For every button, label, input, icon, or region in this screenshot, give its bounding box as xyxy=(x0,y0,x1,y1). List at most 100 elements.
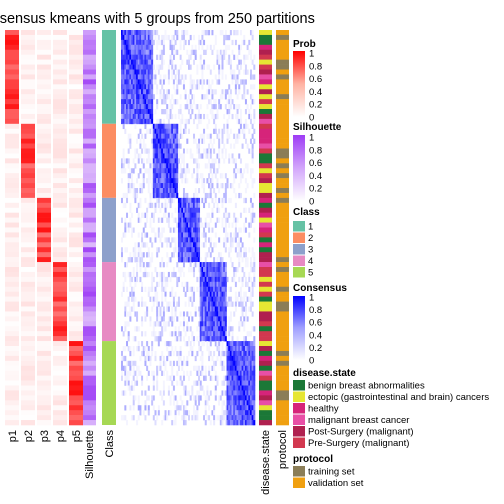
consensus-cell xyxy=(129,109,132,115)
consensus-cell xyxy=(127,163,130,169)
consensus-cell xyxy=(201,326,204,332)
consensus-cell xyxy=(246,395,249,401)
consensus-cell xyxy=(157,178,160,184)
consensus-cell xyxy=(211,227,214,233)
consensus-cell xyxy=(194,237,197,243)
consensus-cell xyxy=(244,217,247,223)
consensus-cell xyxy=(216,296,219,302)
consensus-cell xyxy=(129,390,132,396)
consensus-cell xyxy=(229,197,232,204)
consensus-cell xyxy=(188,242,190,248)
consensus-cell xyxy=(199,267,202,273)
consensus-cell xyxy=(156,158,159,164)
consensus-cell xyxy=(141,94,144,100)
prob-cell xyxy=(53,252,67,258)
consensus-cell xyxy=(213,188,216,194)
consensus-cell xyxy=(161,301,164,307)
consensus-cell xyxy=(239,341,242,347)
consensus-cell xyxy=(231,99,234,105)
disease-state-cell xyxy=(259,311,272,317)
consensus-cell xyxy=(236,133,239,139)
silhouette-cell xyxy=(83,69,96,75)
consensus-cell xyxy=(172,400,175,406)
consensus-cell xyxy=(223,410,226,416)
consensus-cell xyxy=(234,217,237,223)
consensus-cell xyxy=(251,380,254,386)
consensus-cell xyxy=(226,217,229,223)
prob-cell xyxy=(69,321,83,327)
consensus-cell xyxy=(249,395,252,401)
consensus-cell xyxy=(182,385,185,391)
consensus-cell xyxy=(159,64,162,70)
prob-cell xyxy=(5,247,19,253)
consensus-cell xyxy=(188,316,190,322)
consensus-cell xyxy=(253,365,256,371)
protocol-cell xyxy=(276,370,289,376)
consensus-cell xyxy=(239,420,242,426)
consensus-cell xyxy=(208,262,211,268)
consensus-cell xyxy=(137,84,140,90)
consensus-cell xyxy=(229,242,232,248)
disease-state-cell xyxy=(259,183,272,189)
legend-entry-label: 1 xyxy=(308,222,313,233)
consensus-cell xyxy=(121,390,123,396)
consensus-cell xyxy=(193,237,196,243)
consensus-cell xyxy=(246,257,249,263)
protocol-cell xyxy=(276,44,289,51)
consensus-cell xyxy=(216,79,219,85)
consensus-cell xyxy=(253,410,256,416)
consensus-cell xyxy=(211,296,214,302)
consensus-cell xyxy=(162,138,165,144)
consensus-cell xyxy=(172,153,175,159)
consensus-cell xyxy=(132,54,135,60)
consensus-cell xyxy=(251,301,254,307)
consensus-cell xyxy=(157,153,160,159)
consensus-cell xyxy=(164,128,167,134)
consensus-cell xyxy=(182,420,185,426)
consensus-cell xyxy=(171,291,174,297)
consensus-cell xyxy=(221,74,224,80)
consensus-cell xyxy=(181,267,184,273)
consensus-cell xyxy=(177,252,180,258)
consensus-cell xyxy=(166,109,169,115)
consensus-cell xyxy=(218,316,221,322)
prob-cell xyxy=(37,311,51,317)
consensus-cell xyxy=(196,326,199,332)
consensus-cell xyxy=(151,227,154,233)
consensus-cell xyxy=(228,113,231,120)
consensus-cell xyxy=(177,301,180,307)
protocol-cell xyxy=(276,197,289,204)
prob-cell xyxy=(37,247,51,253)
protocol-cell xyxy=(276,148,289,154)
consensus-cell xyxy=(244,69,247,75)
prob-cell xyxy=(21,301,35,307)
consensus-cell xyxy=(182,311,185,317)
consensus-cell xyxy=(246,370,249,376)
consensus-cell xyxy=(172,163,175,169)
prob-cell xyxy=(5,197,19,204)
consensus-cell xyxy=(162,173,165,179)
consensus-cell xyxy=(147,94,150,100)
consensus-cell xyxy=(176,158,179,164)
consensus-cell xyxy=(251,420,254,426)
consensus-cell xyxy=(228,44,231,51)
consensus-legend-title: Consensus xyxy=(293,283,347,294)
consensus-cell xyxy=(196,202,199,209)
consensus-cell xyxy=(228,400,231,406)
consensus-cell xyxy=(122,415,125,421)
consensus-cell xyxy=(179,74,182,80)
consensus-cell xyxy=(156,118,159,125)
consensus-cell xyxy=(132,296,135,302)
consensus-cell xyxy=(159,360,162,367)
consensus-cell xyxy=(214,385,217,391)
silhouette-cell xyxy=(83,247,96,253)
consensus-cell xyxy=(129,385,132,391)
consensus-cell xyxy=(136,207,139,213)
consensus-cell xyxy=(213,286,216,292)
consensus-cell xyxy=(144,79,147,85)
consensus-cell xyxy=(124,158,127,164)
consensus-cell xyxy=(177,410,180,416)
consensus-cell xyxy=(134,104,137,110)
consensus-cell xyxy=(162,123,165,130)
consensus-cell xyxy=(177,153,180,159)
